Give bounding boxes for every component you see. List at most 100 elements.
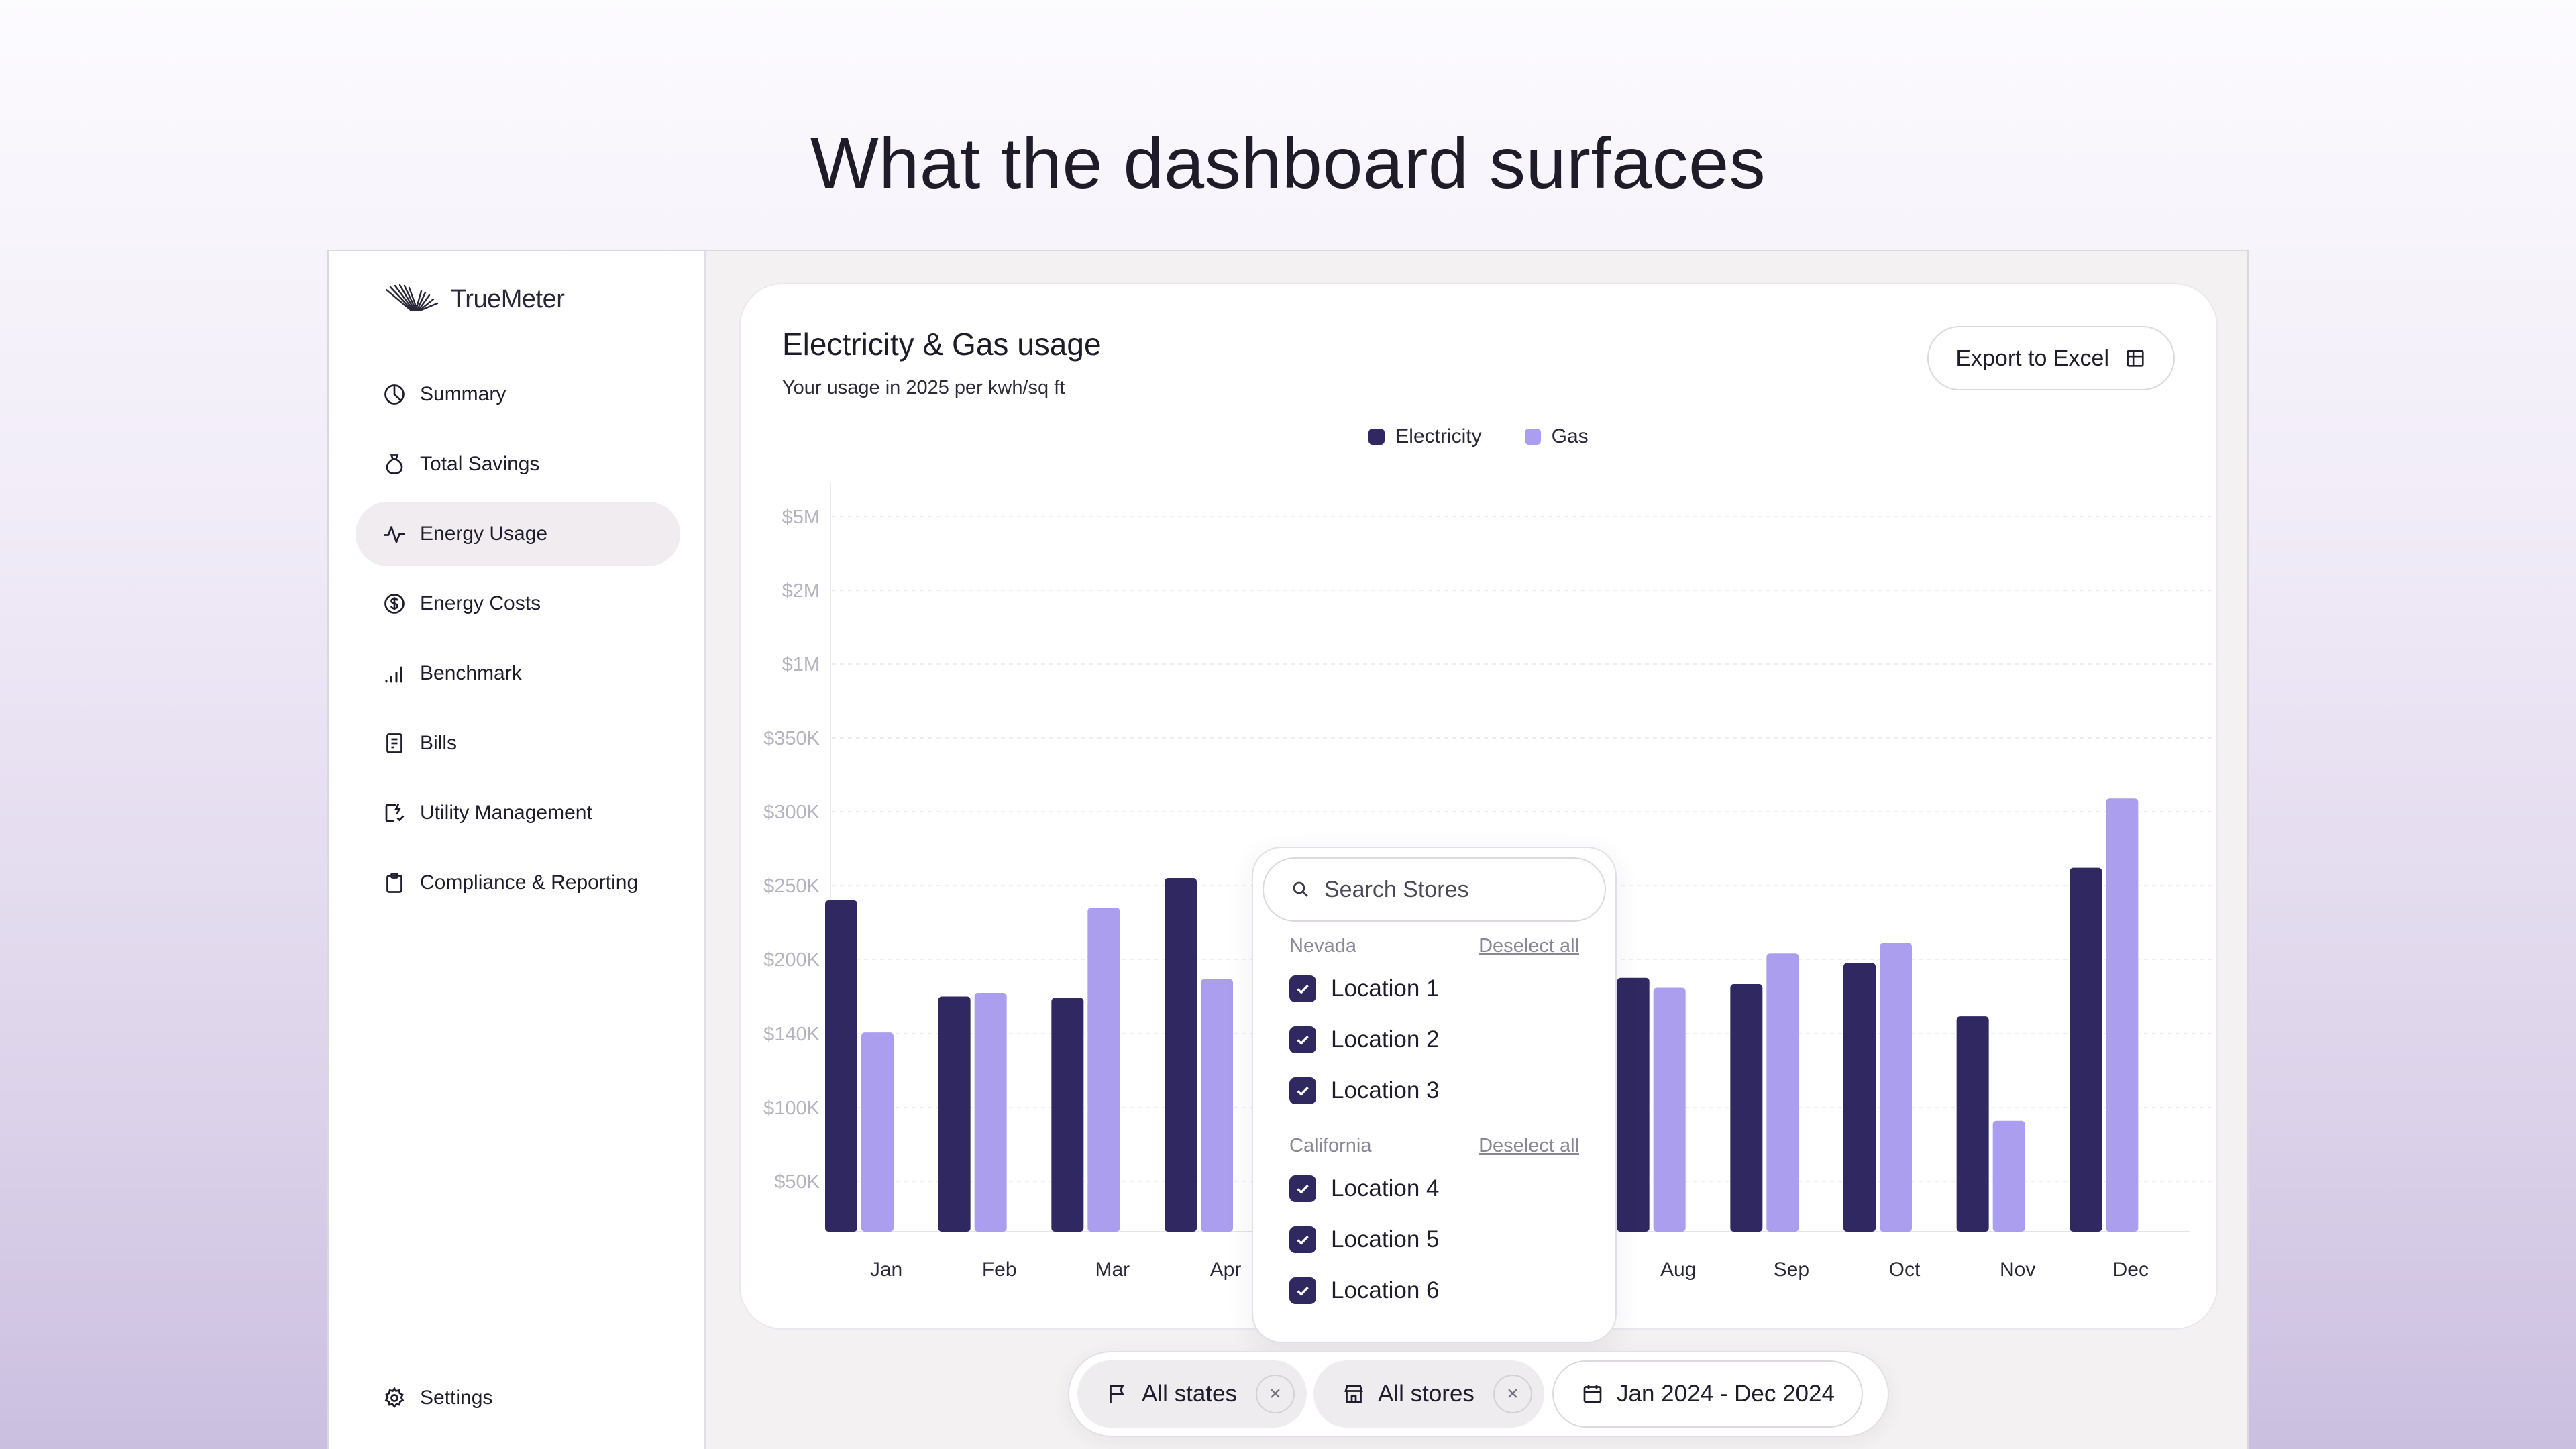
money-bag-icon (386, 454, 403, 474)
spreadsheet-icon (2127, 350, 2144, 367)
bar-electricity (1051, 998, 1084, 1232)
deselect-all-california-link[interactable]: Deselect all (1479, 1135, 1579, 1157)
checkbox-checked[interactable] (1289, 975, 1316, 1002)
bar-electricity (1843, 963, 1876, 1232)
store-icon (1344, 1385, 1363, 1403)
y-tick-label: $2M (782, 580, 820, 602)
clear-states-button[interactable]: × (1256, 1375, 1295, 1413)
y-tick-label: $5M (782, 506, 820, 528)
legend-item-gas[interactable]: Gas (1524, 425, 1589, 448)
legend-swatch-electricity (1368, 429, 1385, 445)
date-range-picker[interactable]: Jan 2024 - Dec 2024 (1552, 1360, 1863, 1428)
store-search[interactable] (1263, 857, 1606, 922)
bar-gas (2106, 798, 2139, 1232)
bar-electricity (825, 900, 857, 1232)
x-tick-label: Dec (2113, 1258, 2149, 1281)
bar-electricity (2070, 867, 2102, 1232)
location-option[interactable]: Location 6 (1289, 1277, 1440, 1304)
location-option[interactable]: Location 5 (1289, 1226, 1440, 1253)
checkbox-checked[interactable] (1289, 1077, 1316, 1104)
bar-gas (1201, 979, 1233, 1232)
location-option[interactable]: Location 3 (1289, 1077, 1440, 1104)
checkbox-checked[interactable] (1289, 1226, 1316, 1253)
bar-gas (1880, 943, 1912, 1232)
sidebar-item-label: Summary (420, 383, 506, 405)
location-label: Location 6 (1331, 1277, 1440, 1303)
dollar-circle-icon (384, 594, 405, 614)
chart-legend: Electricity Gas (741, 425, 2216, 448)
sidebar-item-energy-costs[interactable]: Energy Costs (356, 572, 680, 636)
y-tick-label: $140K (763, 1024, 820, 1045)
truemeter-logo-icon (385, 284, 439, 311)
x-tick-label: Nov (2000, 1258, 2035, 1281)
group-header-california: California Deselect all (1289, 1135, 1579, 1157)
y-tick-label: $100K (763, 1097, 820, 1119)
stores-filter-chip[interactable]: All stores × (1313, 1360, 1544, 1428)
sidebar-item-label: Energy Costs (420, 592, 541, 614)
bar-gas (974, 992, 1007, 1232)
checkmark-icon (1297, 985, 1309, 994)
filter-bar: All states × All stores × Jan 2024 - Dec… (1068, 1351, 1889, 1437)
checkbox-checked[interactable] (1289, 1277, 1316, 1304)
activity-icon (384, 526, 405, 543)
states-filter-chip[interactable]: All states × (1077, 1360, 1307, 1428)
receipt-icon (386, 733, 402, 753)
sidebar-item-total-savings[interactable]: Total Savings (356, 432, 680, 496)
location-option[interactable]: Location 2 (1289, 1026, 1440, 1053)
x-tick-label: Mar (1095, 1258, 1130, 1281)
settings-label: Settings (420, 1387, 493, 1409)
x-tick-label: Aug (1660, 1258, 1696, 1281)
y-tick-label: $50K (774, 1171, 820, 1193)
sidebar-item-utility-management[interactable]: Utility Management (356, 781, 680, 845)
sidebar-item-benchmark[interactable]: Benchmark (356, 641, 680, 706)
checkmark-icon (1297, 1087, 1309, 1096)
location-option[interactable]: Location 1 (1289, 975, 1440, 1002)
bar-electricity (1730, 984, 1763, 1232)
card-title: Electricity & Gas usage (782, 327, 1102, 362)
location-label: Location 2 (1331, 1026, 1440, 1053)
sidebar-item-label: Compliance & Reporting (420, 871, 639, 894)
bar-electricity (1617, 977, 1650, 1232)
sidebar-item-summary[interactable]: Summary (356, 362, 680, 427)
search-icon (1293, 881, 1308, 897)
checkmark-icon (1297, 1236, 1309, 1245)
location-label: Location 3 (1331, 1077, 1440, 1104)
utility-icon (385, 803, 405, 822)
store-filter-dropdown: Nevada Deselect all Location 1 Location … (1252, 847, 1617, 1343)
sidebar-item-settings[interactable]: Settings (356, 1366, 680, 1430)
sidebar: TrueMeter Summary Total Savings Energy U… (329, 251, 706, 1449)
stores-filter-label: All stores (1378, 1381, 1474, 1407)
group-name: Nevada (1289, 935, 1356, 957)
states-filter-label: All states (1142, 1381, 1237, 1407)
app-window: TrueMeter Summary Total Savings Energy U… (327, 250, 2249, 1449)
date-range-label: Jan 2024 - Dec 2024 (1617, 1381, 1835, 1407)
sidebar-item-bills[interactable]: Bills (356, 711, 680, 775)
sidebar-item-compliance-reporting[interactable]: Compliance & Reporting (356, 851, 680, 915)
legend-item-electricity[interactable]: Electricity (1368, 425, 1482, 448)
brand-logo[interactable]: TrueMeter (384, 283, 565, 315)
y-tick-label: $1M (782, 654, 820, 676)
location-label: Location 5 (1331, 1226, 1440, 1252)
checkbox-checked[interactable] (1289, 1175, 1316, 1202)
gear-icon (384, 1387, 405, 1408)
location-option[interactable]: Location 4 (1289, 1175, 1440, 1202)
group-name: California (1289, 1135, 1372, 1157)
y-tick-label: $200K (763, 949, 820, 971)
clear-stores-button[interactable]: × (1493, 1375, 1532, 1413)
card-subtitle: Your usage in 2025 per kwh/sq ft (782, 377, 1065, 398)
bar-gas (1766, 953, 1799, 1232)
x-tick-label: Apr (1210, 1258, 1242, 1281)
bar-gas (1087, 908, 1120, 1232)
x-tick-label: Oct (1889, 1258, 1921, 1281)
search-stores-input[interactable] (1324, 876, 1579, 903)
location-label: Location 4 (1331, 1175, 1440, 1201)
deselect-all-nevada-link[interactable]: Deselect all (1479, 935, 1579, 957)
bar-electricity (1956, 1016, 1989, 1232)
checkbox-checked[interactable] (1289, 1026, 1316, 1053)
sidebar-item-energy-usage[interactable]: Energy Usage (356, 502, 680, 566)
y-tick-label: $300K (763, 802, 820, 823)
export-button-label: Export to Excel (1955, 345, 2109, 371)
y-tick-label: $250K (763, 875, 820, 897)
group-header-nevada: Nevada Deselect all (1289, 935, 1579, 957)
export-to-excel-button[interactable]: Export to Excel (1927, 326, 2175, 390)
